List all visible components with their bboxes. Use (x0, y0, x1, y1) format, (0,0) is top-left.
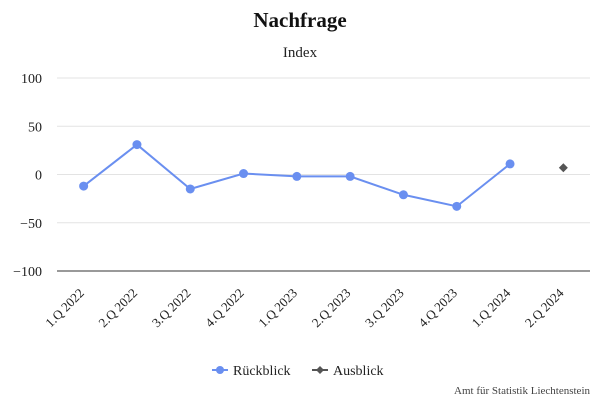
x-axis-ticks: 1.Q 2022 2.Q 2022 3.Q 2022 4.Q 2022 1.Q 2023… (42, 285, 567, 330)
x-tick-label: 1.Q 2024 (469, 285, 514, 330)
data-point[interactable] (398, 190, 408, 200)
series-rueckblick (79, 140, 515, 211)
data-point[interactable] (239, 169, 249, 179)
y-tick-label: −50 (20, 217, 42, 232)
y-tick-label: 100 (21, 72, 42, 87)
y-tick-label: 0 (35, 169, 42, 184)
chart-title: Nachfrage (253, 8, 346, 32)
x-tick-label: 2.Q 2023 (309, 285, 354, 330)
data-point[interactable] (292, 171, 302, 181)
series-ausblick (558, 163, 568, 173)
legend-label: Ausblick (333, 364, 384, 379)
data-point[interactable] (452, 201, 462, 211)
y-axis-ticks: 100 50 0 −50 −100 (13, 72, 42, 280)
x-tick-label: 3.Q 2023 (362, 285, 407, 330)
legend-label: Rückblick (233, 364, 291, 379)
data-point[interactable] (558, 163, 568, 173)
x-tick-label: 2.Q 2022 (95, 285, 140, 330)
x-tick-label: 3.Q 2022 (149, 285, 194, 330)
chart-credit[interactable]: Amt für Statistik Liechtenstein (454, 385, 590, 397)
legend-item-ausblick[interactable]: Ausblick (312, 364, 384, 379)
x-tick-label: 2.Q 2024 (522, 285, 567, 330)
y-tick-label: −100 (13, 265, 42, 280)
data-point[interactable] (185, 184, 195, 194)
legend-marker (316, 366, 324, 374)
legend: Rückblick Ausblick (212, 364, 384, 379)
data-point[interactable] (79, 181, 89, 191)
series-layer (79, 140, 568, 211)
legend-item-rueckblick[interactable]: Rückblick (212, 364, 291, 379)
y-tick-label: 50 (28, 120, 42, 135)
chart-subtitle: Index (283, 45, 318, 61)
data-point[interactable] (505, 159, 515, 169)
legend-marker (216, 366, 224, 374)
x-tick-label: 1.Q 2022 (42, 285, 87, 330)
gridlines (57, 77, 590, 224)
x-tick-label: 4.Q 2022 (202, 285, 247, 330)
x-tick-label: 4.Q 2023 (415, 285, 460, 330)
data-point[interactable] (345, 171, 355, 181)
x-tick-label: 1.Q 2023 (255, 285, 300, 330)
data-point[interactable] (132, 140, 142, 150)
